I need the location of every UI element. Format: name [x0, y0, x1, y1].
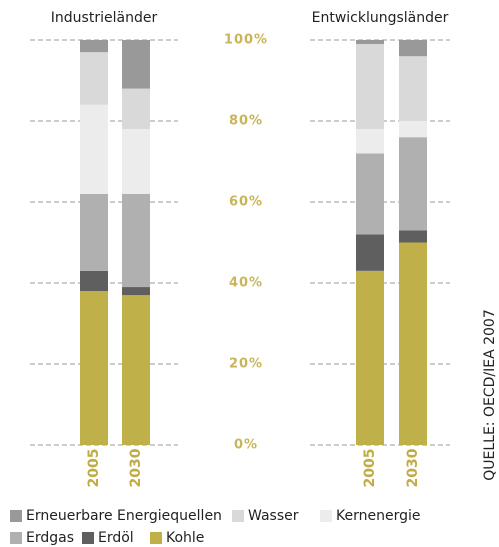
legend-swatch — [150, 532, 162, 544]
legend-label: Kohle — [166, 530, 204, 546]
y-tick-label: 40% — [229, 276, 263, 291]
bar-segment — [80, 291, 108, 445]
bar-segment — [122, 88, 150, 130]
bar-segment — [122, 193, 150, 288]
x-tick-label: 2005 — [86, 449, 102, 488]
bar-segment — [80, 270, 108, 292]
x-tick-label: 2030 — [405, 448, 421, 487]
bar-segment — [356, 153, 384, 235]
bar-segment — [399, 230, 427, 243]
x-tick-label: 2005 — [362, 449, 378, 488]
legend-swatch — [10, 510, 22, 522]
bar-segment — [122, 129, 150, 194]
legend-label: Wasser — [248, 508, 299, 524]
bar-segment — [399, 121, 427, 138]
bar-segment — [80, 193, 108, 271]
bar-segment — [399, 40, 427, 57]
panel-title: Entwicklungsländer — [312, 10, 449, 26]
legend-label: Erdgas — [26, 530, 74, 546]
bar-segment — [399, 137, 427, 231]
bar-segment — [399, 242, 427, 445]
panel-title: Industrieländer — [51, 10, 158, 26]
bar-segment — [356, 234, 384, 271]
legend-label: Erdöl — [98, 530, 134, 546]
y-tick-label: 100% — [224, 33, 268, 48]
bar-segment — [122, 287, 150, 296]
bar-segment — [122, 295, 150, 445]
legend-swatch — [82, 532, 94, 544]
bar-segment — [80, 52, 108, 105]
bar-segment — [80, 104, 108, 194]
bar-segment — [356, 129, 384, 154]
y-tick-label: 60% — [229, 195, 263, 210]
legend-label: Erneuerbare Energiequellen — [26, 508, 222, 524]
y-tick-label: 0% — [234, 438, 258, 453]
bar-segment — [399, 56, 427, 122]
x-tick-label: 2030 — [128, 448, 144, 487]
bar-segment — [356, 40, 384, 45]
bar-segment — [122, 40, 150, 89]
y-tick-label: 80% — [229, 114, 263, 129]
source: QUELLE: OECD/IEA 2007 — [482, 309, 498, 481]
legend-swatch — [232, 510, 244, 522]
legend-swatch — [10, 532, 22, 544]
legend-label: Kernenergie — [336, 508, 420, 524]
bar-segment — [356, 44, 384, 130]
bar-segment — [356, 270, 384, 445]
bar-segment — [80, 40, 108, 53]
y-tick-label: 20% — [229, 357, 263, 372]
legend-swatch — [320, 510, 332, 522]
